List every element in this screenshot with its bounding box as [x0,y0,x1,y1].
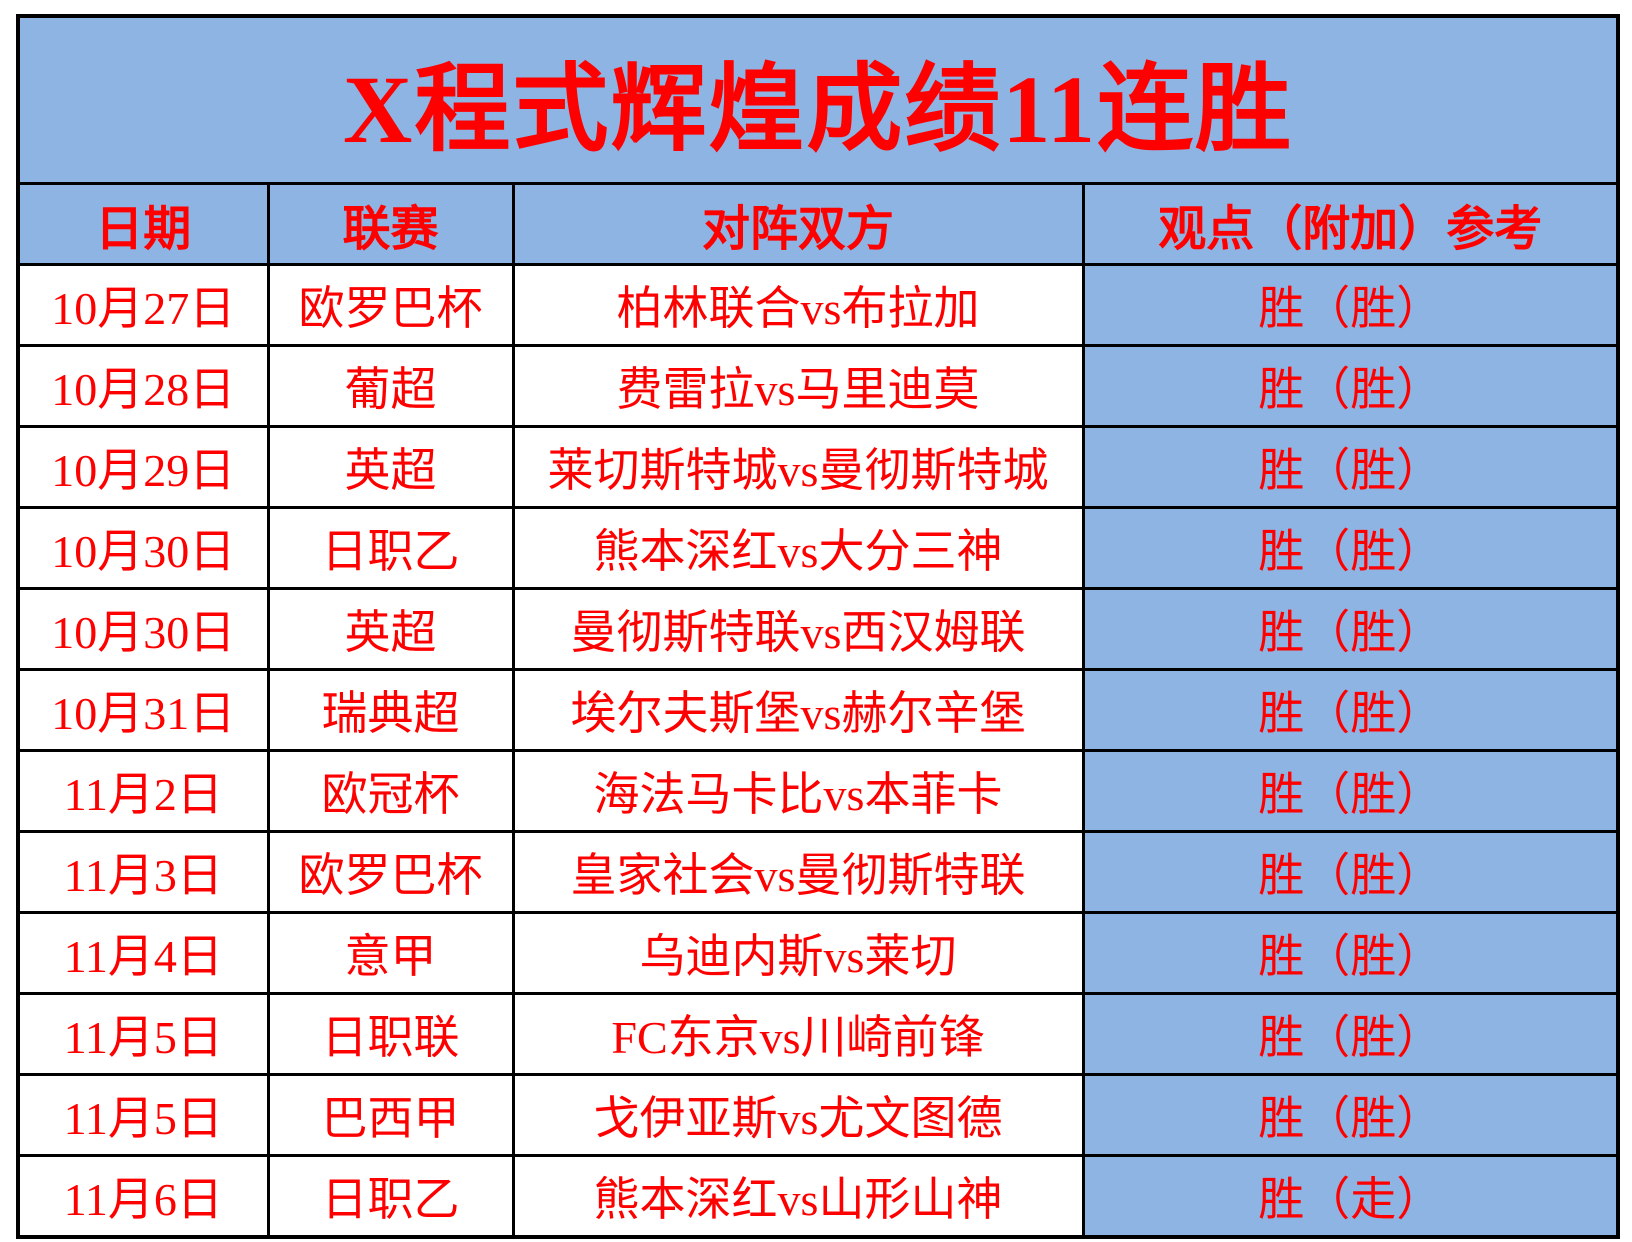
matchup-cell: 曼彻斯特联vs西汉姆联 [511,587,1085,671]
results-table: X程式辉煌成绩11连胜 日期 联赛 对阵双方 观点（附加）参考 10月27日 欧… [16,14,1621,1239]
date-cell: 10月27日 [16,263,270,347]
matchup-cell: 莱切斯特城vs曼彻斯特城 [511,425,1085,509]
opinion-cell: 胜（胜） [1081,1073,1620,1157]
matchup-cell: 熊本深红vs山形山神 [511,1154,1085,1239]
opinion-cell: 胜（胜） [1081,992,1620,1076]
opinion-cell: 胜（走） [1081,1154,1620,1239]
date-cell: 11月5日 [16,1073,270,1157]
opinion-cell: 胜（胜） [1081,506,1620,590]
matchup-cell: 皇家社会vs曼彻斯特联 [511,830,1085,914]
opinion-cell: 胜（胜） [1081,263,1620,347]
date-cell: 10月31日 [16,668,270,752]
date-cell: 11月2日 [16,749,270,833]
header-league: 联赛 [266,182,515,266]
table-row: 11月2日 欧冠杯 海法马卡比vs本菲卡 胜（胜） [16,749,1620,833]
matchup-cell: 埃尔夫斯堡vs赫尔辛堡 [511,668,1085,752]
league-cell: 瑞典超 [266,668,515,752]
league-cell: 欧冠杯 [266,749,515,833]
opinion-cell: 胜（胜） [1081,911,1620,995]
matchup-cell: 戈伊亚斯vs尤文图德 [511,1073,1085,1157]
date-cell: 10月30日 [16,506,270,590]
opinion-cell: 胜（胜） [1081,587,1620,671]
league-cell: 日职乙 [266,1154,515,1239]
table-row: 10月30日 日职乙 熊本深红vs大分三神 胜（胜） [16,506,1620,590]
header-opinion: 观点（附加）参考 [1081,182,1620,266]
date-cell: 11月4日 [16,911,270,995]
table-row: 10月28日 葡超 费雷拉vs马里迪莫 胜（胜） [16,344,1620,428]
header-date: 日期 [16,182,270,266]
table-row: 10月31日 瑞典超 埃尔夫斯堡vs赫尔辛堡 胜（胜） [16,668,1620,752]
page-title: X程式辉煌成绩11连胜 [16,14,1620,185]
matchup-cell: FC东京vs川崎前锋 [511,992,1085,1076]
matchup-cell: 海法马卡比vs本菲卡 [511,749,1085,833]
league-cell: 英超 [266,425,515,509]
table-row: 11月4日 意甲 乌迪内斯vs莱切 胜（胜） [16,911,1620,995]
league-cell: 意甲 [266,911,515,995]
table-row: 11月6日 日职乙 熊本深红vs山形山神 胜（走） [16,1154,1620,1239]
date-cell: 11月6日 [16,1154,270,1239]
matchup-cell: 熊本深红vs大分三神 [511,506,1085,590]
header-matchup: 对阵双方 [511,182,1085,266]
league-cell: 日职乙 [266,506,515,590]
league-cell: 欧罗巴杯 [266,830,515,914]
date-cell: 11月3日 [16,830,270,914]
table-row: 11月3日 欧罗巴杯 皇家社会vs曼彻斯特联 胜（胜） [16,830,1620,914]
table-row: 11月5日 巴西甲 戈伊亚斯vs尤文图德 胜（胜） [16,1073,1620,1157]
date-cell: 11月5日 [16,992,270,1076]
league-cell: 葡超 [266,344,515,428]
date-cell: 10月28日 [16,344,270,428]
table-row: 10月27日 欧罗巴杯 柏林联合vs布拉加 胜（胜） [16,263,1620,347]
league-cell: 英超 [266,587,515,671]
opinion-cell: 胜（胜） [1081,830,1620,914]
date-cell: 10月29日 [16,425,270,509]
opinion-cell: 胜（胜） [1081,344,1620,428]
matchup-cell: 柏林联合vs布拉加 [511,263,1085,347]
opinion-cell: 胜（胜） [1081,425,1620,509]
opinion-cell: 胜（胜） [1081,668,1620,752]
league-cell: 日职联 [266,992,515,1076]
opinion-cell: 胜（胜） [1081,749,1620,833]
league-cell: 欧罗巴杯 [266,263,515,347]
date-cell: 10月30日 [16,587,270,671]
matchup-cell: 乌迪内斯vs莱切 [511,911,1085,995]
table-row: 11月5日 日职联 FC东京vs川崎前锋 胜（胜） [16,992,1620,1076]
matchup-cell: 费雷拉vs马里迪莫 [511,344,1085,428]
title-row: X程式辉煌成绩11连胜 [16,14,1620,185]
table-row: 10月29日 英超 莱切斯特城vs曼彻斯特城 胜（胜） [16,425,1620,509]
league-cell: 巴西甲 [266,1073,515,1157]
header-row: 日期 联赛 对阵双方 观点（附加）参考 [16,182,1620,266]
table-row: 10月30日 英超 曼彻斯特联vs西汉姆联 胜（胜） [16,587,1620,671]
